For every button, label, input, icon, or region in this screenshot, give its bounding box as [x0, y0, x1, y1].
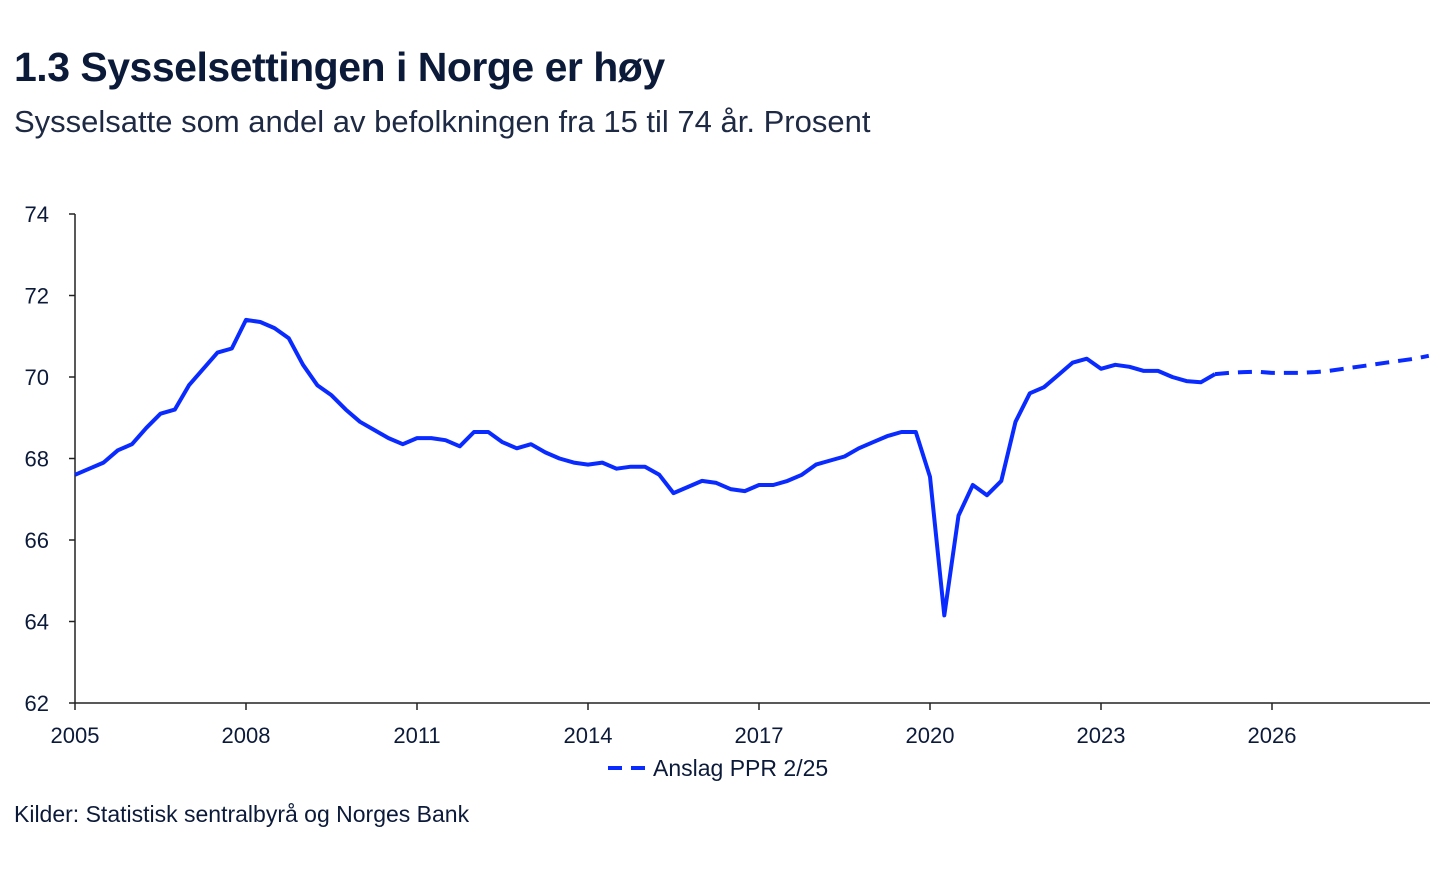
- axes: 62 64 66 68 70 72 74 2005 2008 2011 2014 2017 2020 20…: [25, 202, 1430, 748]
- x-tick-label: 2017: [735, 723, 784, 748]
- x-tick-label: 2014: [564, 723, 613, 748]
- y-tick-label: 62: [25, 691, 49, 716]
- source-note: Kilder: Statistisk sentralbyrå og Norges…: [14, 801, 470, 827]
- series-lines: [74, 317, 1430, 618]
- y-tick-label: 64: [25, 610, 49, 635]
- x-tick-label: 2011: [393, 723, 440, 748]
- x-tick-label: 2020: [906, 723, 955, 748]
- chart-subtitle: Sysselsatte som andel av befolkningen fr…: [14, 104, 871, 139]
- forecast-line: [1214, 353, 1430, 377]
- y-tick-label: 66: [25, 528, 49, 553]
- x-tick-label: 2023: [1077, 723, 1126, 748]
- x-tick-label: 2005: [51, 723, 100, 748]
- legend-label: Anslag PPR 2/25: [653, 755, 828, 781]
- chart-title: 1.3 Sysselsettingen i Norge er høy: [14, 44, 665, 90]
- employment-rate-line: [74, 317, 1217, 618]
- x-tick-label: 2008: [222, 723, 271, 748]
- x-tick-label: 2026: [1248, 723, 1297, 748]
- y-tick-label: 70: [25, 365, 49, 390]
- y-tick-label: 72: [25, 284, 49, 309]
- y-tick-label: 74: [25, 202, 49, 227]
- legend: Anslag PPR 2/25: [608, 755, 828, 781]
- y-tick-label: 68: [25, 447, 49, 472]
